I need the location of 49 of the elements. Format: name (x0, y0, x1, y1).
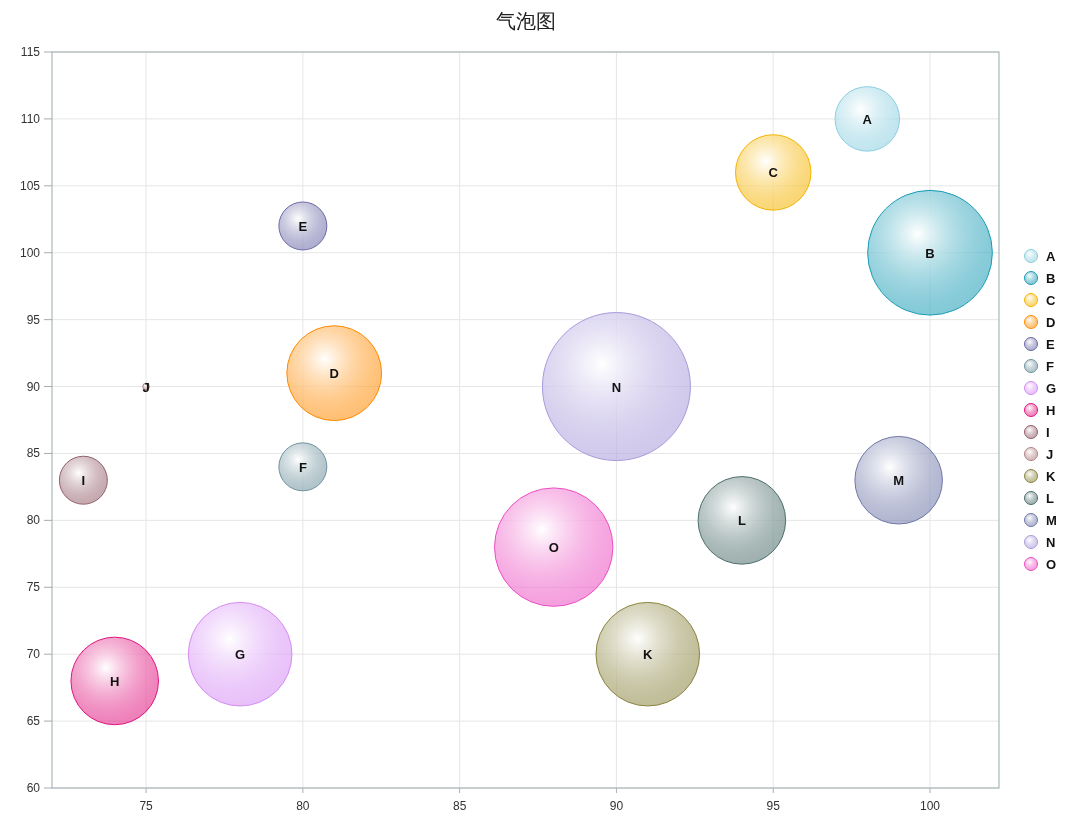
y-tick-label: 100 (19, 245, 41, 260)
x-tick-label: 80 (296, 799, 310, 813)
legend-label: C (1046, 293, 1056, 308)
legend-label: N (1046, 535, 1056, 550)
legend-label: A (1046, 249, 1056, 264)
text: G (235, 647, 246, 663)
chart-title: 气泡图 (495, 10, 556, 32)
text: C (768, 165, 778, 181)
y-tick-label: 80 (26, 513, 41, 528)
text: B (925, 245, 935, 261)
legend-label: G (1046, 381, 1057, 396)
legend-label: O (1046, 557, 1057, 572)
legend-label: J (1046, 447, 1054, 462)
y-tick-label: 105 (19, 178, 41, 193)
y-tick-label: 90 (26, 379, 41, 394)
text: H (110, 673, 120, 689)
legend-label: L (1046, 491, 1054, 506)
legend-label: K (1046, 469, 1056, 484)
text: J (142, 379, 150, 395)
text: E (298, 218, 308, 234)
x-tick-label: 95 (766, 799, 781, 813)
y-tick-label: 110 (20, 111, 41, 126)
text: O (548, 540, 559, 556)
legend-label: E (1046, 337, 1055, 352)
text: F (298, 459, 307, 475)
x-tick-label: 85 (452, 799, 467, 813)
y-tick-label: 60 (26, 781, 41, 795)
y-tick-label: 70 (26, 647, 41, 662)
text: L (737, 513, 746, 529)
text: K (643, 647, 653, 663)
legend-label: F (1046, 359, 1054, 374)
legend-label: M (1046, 513, 1057, 528)
x-tick-label: 100 (920, 799, 941, 813)
x-tick-label: 90 (609, 799, 624, 813)
text: M (893, 473, 905, 489)
legend-label: D (1046, 315, 1056, 330)
y-tick-label: 95 (26, 312, 41, 327)
x-tick-label: 75 (139, 799, 154, 813)
text: N (611, 379, 622, 395)
legend-label: H (1046, 403, 1056, 418)
y-tick-label: 75 (26, 580, 41, 595)
y-tick-label: 85 (26, 446, 41, 461)
y-tick-label: 115 (20, 45, 41, 59)
text: D (329, 366, 339, 382)
legend-label: B (1046, 271, 1056, 286)
y-tick-label: 65 (26, 714, 41, 729)
text: I (81, 473, 86, 489)
legend-label: I (1046, 425, 1050, 440)
text: A (862, 111, 872, 127)
